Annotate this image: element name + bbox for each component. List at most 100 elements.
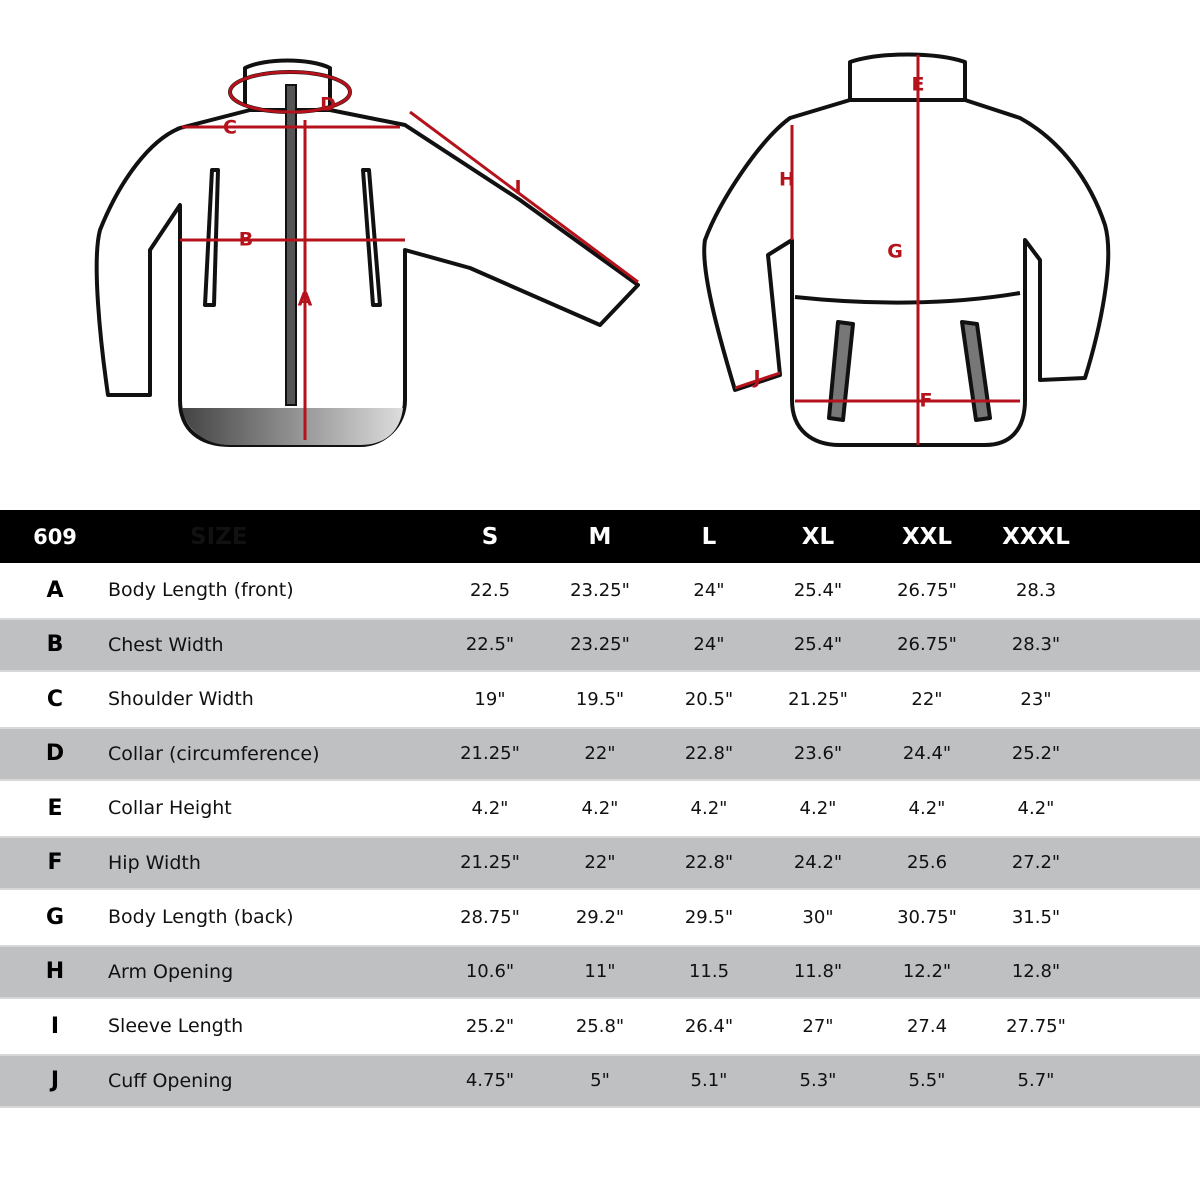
measurement-name: Shoulder Width <box>108 688 254 711</box>
row-letter: H <box>45 959 65 985</box>
measurement-value: 25.4" <box>793 579 843 601</box>
measurement-value: 11" <box>584 961 616 983</box>
measurement-value: 19" <box>474 688 506 710</box>
measurement-value: 27.75" <box>1006 1015 1066 1037</box>
measurement-name: Sleeve Length <box>108 1015 244 1038</box>
measurement-value: 10.6" <box>465 961 515 983</box>
measurement-value: 30" <box>802 906 834 928</box>
size-s: S <box>481 523 499 550</box>
measurement-value: 25.2" <box>465 1015 515 1037</box>
row-letter: D <box>45 741 65 767</box>
measurement-value: 21.25" <box>460 743 520 765</box>
measurement-value: 27.2" <box>1011 852 1061 874</box>
measurement-value: 22.5" <box>465 634 515 656</box>
table-row: F Hip Width 21.25" 22" 22.8" 24.2" 25.6 27.2" <box>0 835 1200 890</box>
measurement-value: 24" <box>693 579 725 601</box>
measurement-value: 11.8" <box>793 961 843 983</box>
measurement-value: 22" <box>584 852 616 874</box>
table-row: A Body Length (front) 22.5 23.25" 24" 25.4" 26… <box>0 563 1200 618</box>
measurement-value: 4.2" <box>908 797 946 819</box>
measurement-name: Collar (circumference) <box>108 742 320 765</box>
measurement-value: 26.4" <box>684 1015 734 1037</box>
table-header: 609 SIZE S M L XL XXL XXXL <box>0 510 1200 563</box>
measurement-name: Chest Width <box>108 633 224 656</box>
front-zipper <box>285 84 297 406</box>
measurement-value: 21.25" <box>788 688 848 710</box>
row-letter: J <box>50 1068 60 1094</box>
measurement-value: 27.4 <box>906 1015 948 1037</box>
row-letter: E <box>47 795 63 821</box>
front-measure-lines <box>180 70 639 440</box>
table-row: I Sleeve Length 25.2" 25.8" 26.4" 27" 27.4 27.7… <box>0 999 1200 1054</box>
front-hem-band <box>182 408 403 445</box>
measurement-value: 5.7" <box>1017 1070 1055 1092</box>
measurement-value: 30.75" <box>897 906 957 928</box>
measurement-value: 24.2" <box>793 852 843 874</box>
back-measure-lines <box>734 55 1020 445</box>
size-l: L <box>701 523 717 550</box>
measurement-value: 21.25" <box>460 852 520 874</box>
label-i: I <box>514 177 521 199</box>
measurement-value: 4.2" <box>581 797 619 819</box>
measurement-value: 28.3" <box>1011 634 1061 656</box>
measurement-value: 4.2" <box>799 797 837 819</box>
measurement-value: 22.8" <box>684 852 734 874</box>
label-c: C <box>223 117 237 139</box>
size-xxxl: XXXL <box>1002 523 1070 550</box>
measurement-value: 23.25" <box>570 634 630 656</box>
measurement-name: Body Length (back) <box>108 906 294 929</box>
label-h: H <box>779 169 795 191</box>
label-e: E <box>912 74 925 96</box>
table-row: D Collar (circumference) 21.25" 22" 22.8" 23.… <box>0 726 1200 781</box>
row-letter: B <box>46 632 64 658</box>
row-letter: I <box>50 1013 60 1039</box>
row-letter: C <box>46 686 64 712</box>
measurement-value: 4.2" <box>690 797 728 819</box>
measurement-value: 20.5" <box>684 688 734 710</box>
measurement-name: Collar Height <box>108 797 232 820</box>
measurement-value: 31.5" <box>1011 906 1061 928</box>
measurement-name: Cuff Opening <box>108 1069 233 1092</box>
back-jacket-outline <box>702 52 1111 447</box>
measurement-value: 5.1" <box>690 1070 728 1092</box>
measurement-value: 26.75" <box>897 634 957 656</box>
measurement-name: Arm Opening <box>108 960 234 983</box>
row-letter: F <box>47 850 63 876</box>
measurement-value: 12.2" <box>902 961 952 983</box>
size-xl: XL <box>801 523 835 550</box>
measurement-value: 29.2" <box>575 906 625 928</box>
table-row: B Chest Width 22.5" 23.25" 24" 25.4" 26.75" 28.… <box>0 617 1200 672</box>
row-letter: G <box>45 904 65 930</box>
size-header: SIZE <box>190 523 248 550</box>
table-row: C Shoulder Width 19" 19.5" 20.5" 21.25" 22" 23" <box>0 672 1200 727</box>
measurement-value: 4.75" <box>465 1070 515 1092</box>
measurement-value: 19.5" <box>575 688 625 710</box>
table-row: G Body Length (back) 28.75" 29.2" 29.5" 30" 30… <box>0 890 1200 945</box>
label-b: B <box>239 229 253 251</box>
measurement-value: 25.6 <box>906 852 948 874</box>
measurement-value: 22" <box>911 688 943 710</box>
measurement-value: 5.5" <box>908 1070 946 1092</box>
measurement-value: 22.8" <box>684 743 734 765</box>
label-a: A <box>298 289 313 311</box>
measurement-name: Body Length (front) <box>108 579 294 602</box>
measurement-value: 29.5" <box>684 906 734 928</box>
measurement-value: 12.8" <box>1011 961 1061 983</box>
measurement-value: 25.8" <box>575 1015 625 1037</box>
jacket-diagram: A B C D I E F G H J <box>94 52 1111 447</box>
measurement-value: 5.3" <box>799 1070 837 1092</box>
measurement-value: 22.5 <box>469 579 511 601</box>
measurement-value: 23.6" <box>793 743 843 765</box>
measurement-value: 26.75" <box>897 579 957 601</box>
measurement-value: 4.2" <box>471 797 509 819</box>
measurement-value: 23.25" <box>570 579 630 601</box>
measurement-value: 25.2" <box>1011 743 1061 765</box>
measurement-value: 28.75" <box>460 906 520 928</box>
measurement-value: 24" <box>693 634 725 656</box>
front-jacket-outline <box>94 58 640 447</box>
measurement-value: 5" <box>590 1070 610 1092</box>
measurement-value: 28.3 <box>1015 579 1057 601</box>
label-g: G <box>887 241 903 263</box>
measurement-value: 27" <box>802 1015 834 1037</box>
label-j: J <box>751 367 760 389</box>
